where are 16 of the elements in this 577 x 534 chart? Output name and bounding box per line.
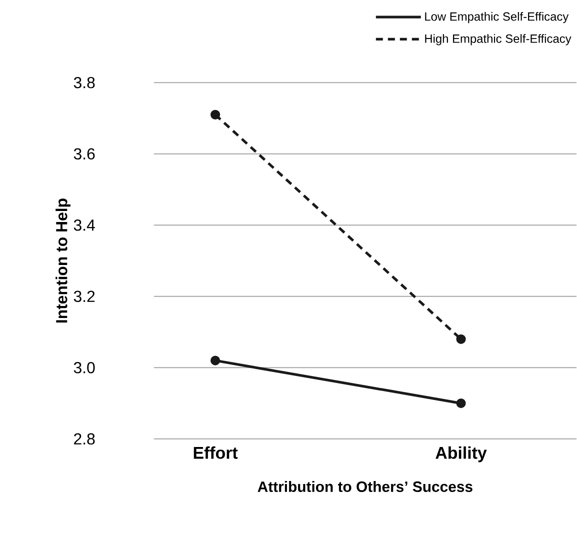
legend-label: Low Empathic Self-Efficacy — [425, 12, 569, 24]
point — [210, 356, 220, 366]
y-tick-label: 3.4 — [74, 220, 95, 232]
point — [210, 110, 220, 120]
x-axis-title: Attribution to Others’ Success — [258, 481, 472, 492]
point — [456, 334, 466, 344]
x-tick-label: Ability — [436, 446, 487, 462]
y-axis-title: Intention to Help — [56, 198, 70, 323]
y-tick-label: 2.8 — [74, 434, 95, 445]
y-tick-label: 3.8 — [74, 77, 95, 88]
y-tick-label: 3.6 — [74, 148, 95, 160]
legend-label: High Empathic Self-Efficacy — [425, 34, 572, 46]
y-tick-label: 3.2 — [74, 291, 95, 302]
y-tick-label: 3.0 — [74, 362, 95, 374]
point — [456, 398, 466, 408]
x-tick-label: Effort — [194, 446, 238, 460]
